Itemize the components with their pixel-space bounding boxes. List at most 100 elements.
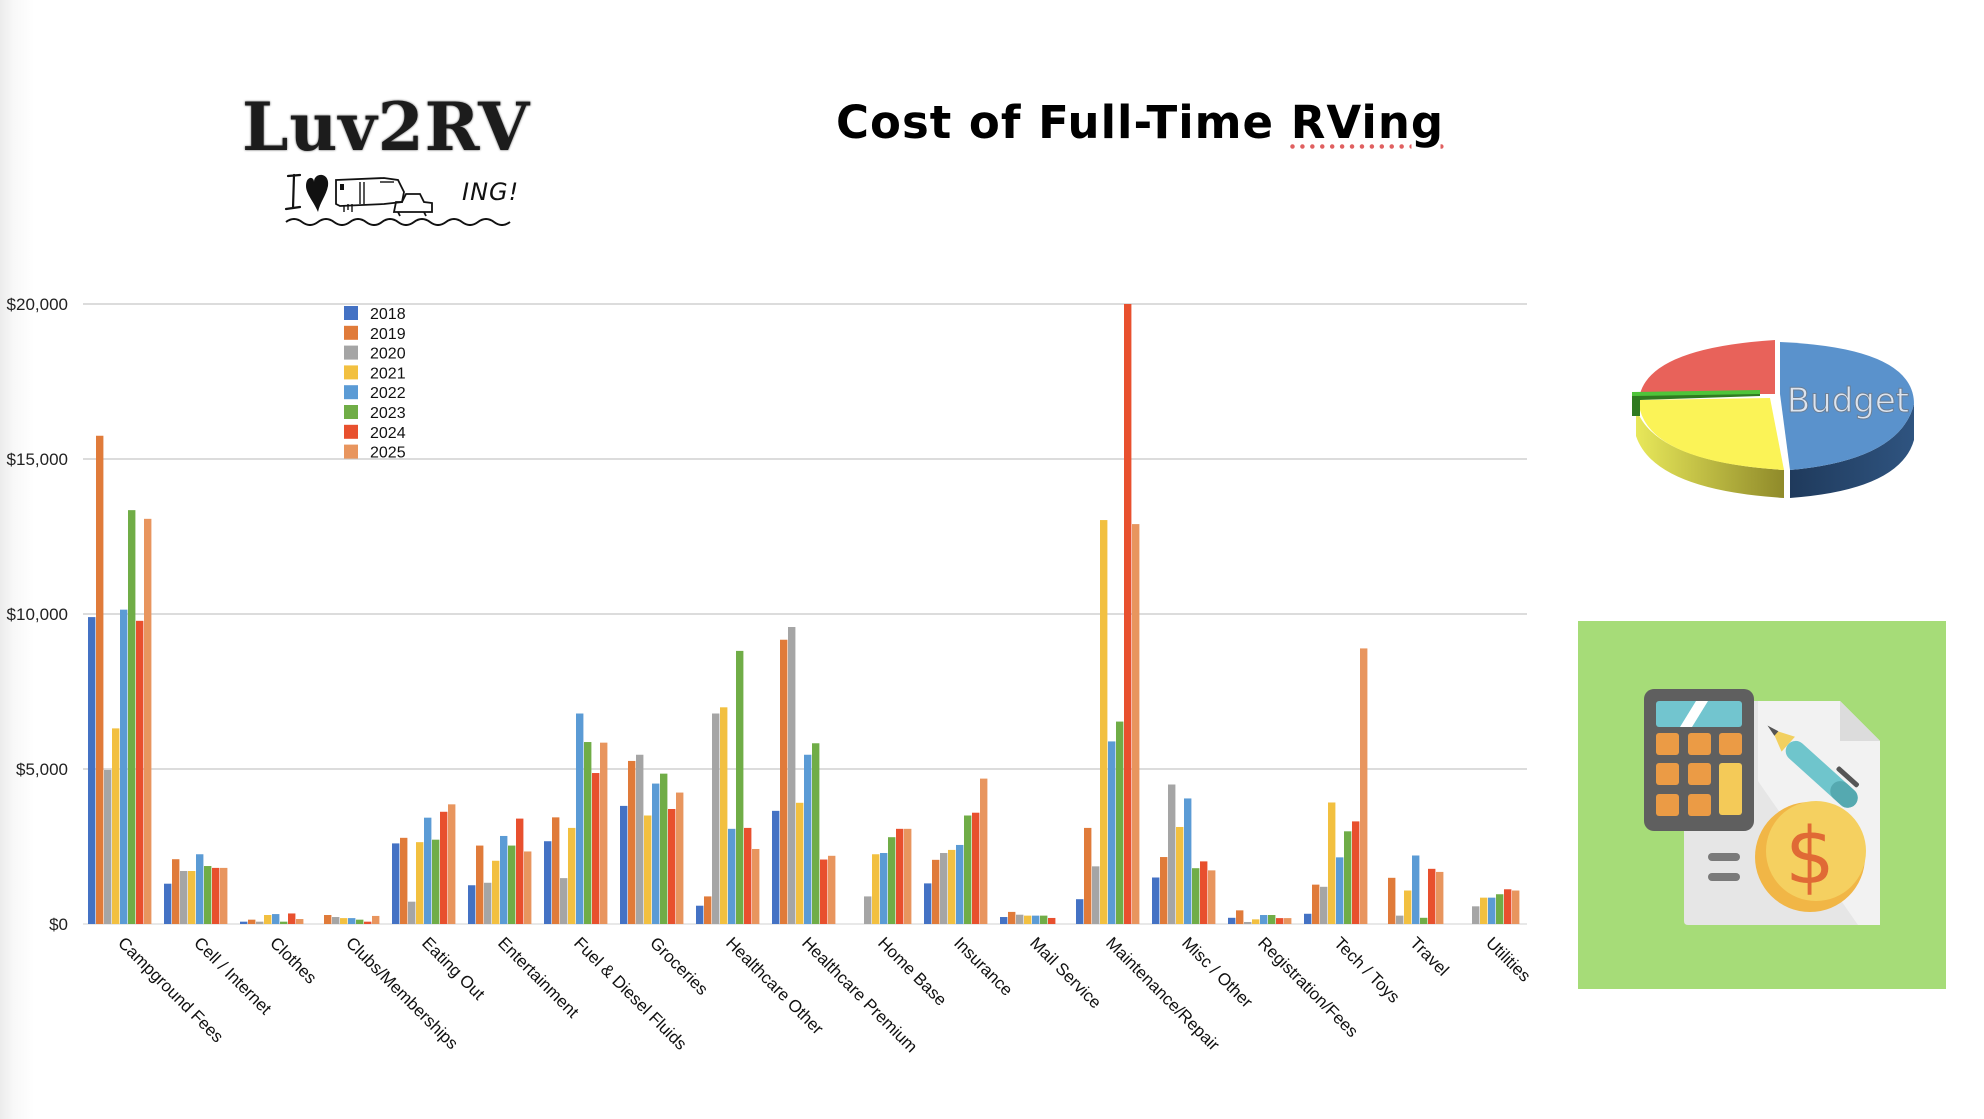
logo-tagline-suffix: ING!: [462, 178, 520, 206]
x-tick-label: Eating Out: [418, 933, 488, 1003]
x-tick-label: Misc / Other: [1178, 933, 1256, 1011]
bar-2023: [660, 773, 668, 924]
bar-2018: [696, 905, 704, 924]
bar-2020: [332, 917, 340, 924]
page-title: Cost of Full-Time RVing: [836, 96, 1444, 149]
x-tick-label: Home Base: [874, 933, 950, 1009]
x-tick-label: Tech / Toys: [1330, 933, 1403, 1006]
bar-2022: [956, 844, 964, 924]
bar-2020: [560, 878, 568, 924]
legend-swatch-2022: [344, 385, 358, 400]
bar-2024: [744, 827, 752, 924]
bar-2018: [1228, 917, 1236, 924]
bar-2025: [296, 919, 304, 924]
x-tick-label: Entertainment: [494, 933, 582, 1021]
bar-2023: [1420, 917, 1428, 924]
bar-2025: [220, 867, 228, 924]
bar-2020: [408, 901, 416, 924]
budget-label: Budget: [1787, 381, 1909, 421]
bar-2025: [752, 848, 760, 924]
bar-2018: [1152, 877, 1160, 924]
bar-2023: [432, 839, 440, 924]
bar-2025: [1512, 890, 1520, 924]
bar-2021: [1252, 919, 1260, 924]
bar-2019: [96, 435, 104, 924]
bar-2022: [1108, 741, 1116, 924]
bar-2022: [1260, 915, 1268, 924]
bar-2020: [104, 769, 112, 924]
bar-2019: [1236, 910, 1244, 924]
bar-2023: [812, 743, 820, 924]
bar-2022: [500, 835, 508, 924]
y-tick-label: $20,000: [7, 295, 68, 314]
bar-2020: [256, 921, 264, 924]
bar-2023: [1496, 894, 1504, 924]
bar-2022: [272, 914, 280, 924]
bar-2024: [136, 620, 144, 924]
bar-2023: [280, 921, 288, 924]
bar-2024: [1352, 821, 1360, 924]
bar-2021: [1404, 890, 1412, 924]
bar-2021: [1100, 520, 1108, 924]
bar-2021: [264, 915, 272, 924]
bar-2019: [172, 859, 180, 924]
bar-2025: [1436, 871, 1444, 924]
bar-2019: [932, 859, 940, 924]
bar-2018: [924, 883, 932, 924]
title-emph: RVing: [1290, 96, 1445, 149]
bar-2022: [1412, 855, 1420, 924]
bar-2022: [1336, 857, 1344, 924]
bar-2018: [1000, 917, 1008, 924]
logo-text: Luv2RV: [242, 88, 531, 166]
legend-swatch-2018: [344, 306, 358, 320]
bar-2021: [872, 854, 880, 924]
bar-2021: [948, 849, 956, 924]
bar-2020: [484, 882, 492, 924]
bar-2025: [904, 828, 912, 924]
bar-2020: [1472, 906, 1480, 924]
x-tick-label: Cell / Internet: [190, 933, 275, 1018]
bar-2024: [1276, 918, 1284, 924]
bar-2023: [1344, 831, 1352, 924]
bar-2020: [1168, 784, 1176, 924]
bar-2023: [1116, 721, 1124, 924]
bar-2023: [1192, 868, 1200, 924]
bar-2024: [1200, 861, 1208, 924]
bar-2022: [424, 817, 432, 924]
legend-label: 2020: [370, 346, 406, 363]
bar-2024: [212, 867, 220, 924]
y-tick-label: $5,000: [16, 760, 68, 779]
bar-2020: [180, 870, 188, 924]
bar-2023: [508, 845, 516, 924]
bar-2022: [348, 918, 356, 924]
bar-2024: [668, 808, 676, 924]
bar-2025: [1360, 648, 1368, 924]
bar-2020: [636, 754, 644, 924]
bar-2024: [1124, 304, 1132, 924]
bar-2021: [1024, 915, 1032, 924]
y-tick-label: $15,000: [7, 450, 68, 469]
bar-2020: [940, 853, 948, 924]
bar-2025: [372, 915, 380, 924]
bar-2024: [440, 811, 448, 924]
legend-label: 2023: [370, 405, 406, 422]
bar-2025: [600, 742, 608, 924]
bar-2025: [448, 804, 456, 924]
bar-2018: [620, 805, 628, 924]
bar-2022: [728, 828, 736, 924]
bar-2020: [1016, 914, 1024, 924]
x-tick-label: Utilities: [1482, 933, 1534, 985]
budget-pie-image: Budget: [1632, 340, 1914, 498]
svg-text:$: $: [1785, 812, 1835, 902]
bar-2024: [592, 773, 600, 924]
bar-2023: [1040, 915, 1048, 924]
bar-2021: [188, 870, 196, 924]
bar-2018: [772, 810, 780, 924]
bar-2021: [1328, 802, 1336, 924]
bar-2025: [524, 851, 532, 924]
bar-2024: [1048, 917, 1056, 924]
bar-2021: [340, 918, 348, 924]
calculator-document-dollar-icon: $: [1644, 689, 1880, 925]
bar-2021: [416, 842, 424, 924]
